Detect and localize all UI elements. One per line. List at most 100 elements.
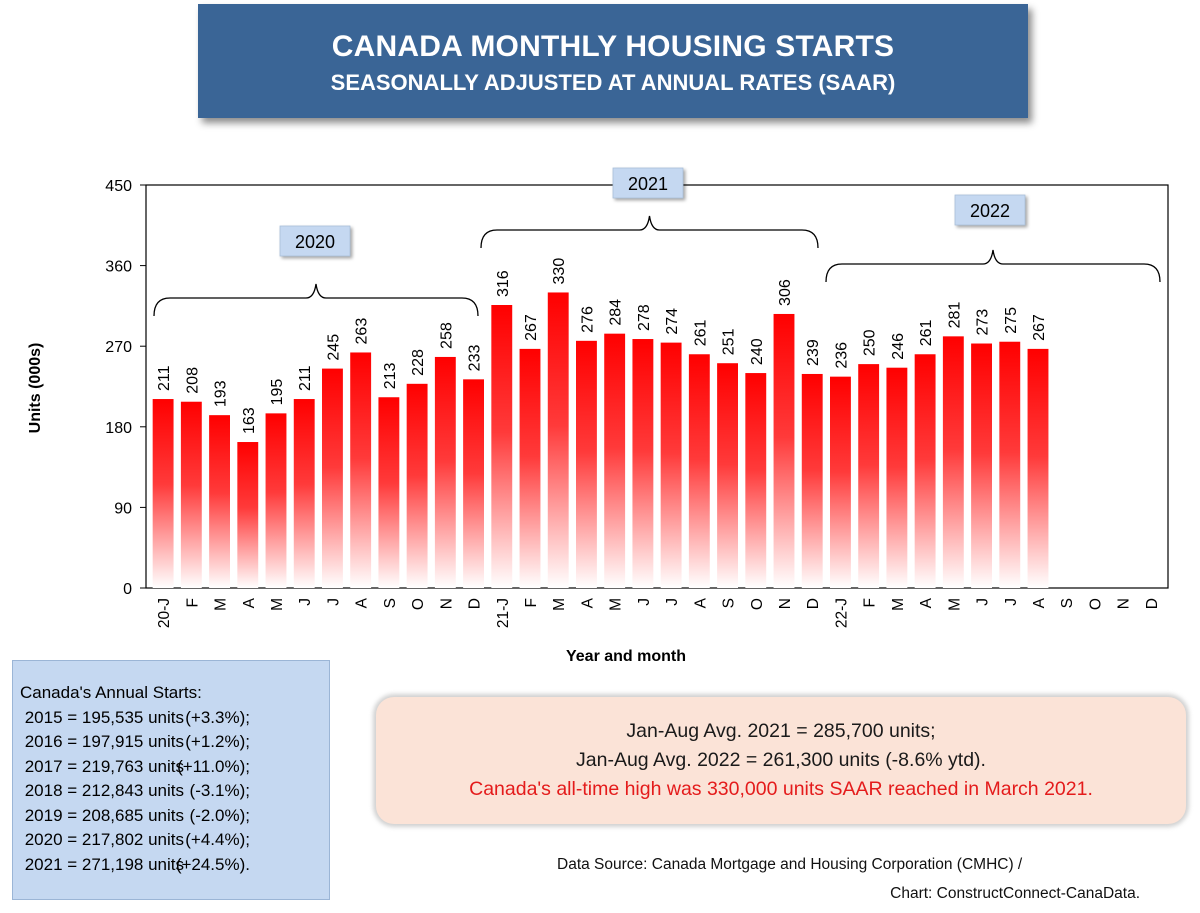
bar — [632, 339, 654, 588]
bar-value-label: 195 — [269, 379, 286, 406]
year-label-box — [279, 225, 351, 257]
bar — [406, 383, 428, 588]
annual-starts-value: 2020 = 217,802 units — [20, 830, 184, 849]
bar — [830, 376, 851, 588]
year-label: 2021 — [628, 174, 668, 194]
bar-value-label: 316 — [495, 270, 512, 297]
x-tick-label: J — [636, 598, 653, 606]
bar-value-label: 258 — [438, 322, 455, 349]
x-tick-label: F — [523, 598, 540, 607]
bar — [519, 348, 541, 588]
bar — [547, 292, 569, 588]
y-tick-label: 0 — [123, 581, 132, 598]
bar-value-label: 233 — [467, 345, 484, 372]
annual-starts-value: 2017 = 219,763 units — [20, 756, 184, 776]
y-tick-label: 270 — [105, 339, 132, 356]
annual-starts-value: 2016 = 197,915 units — [20, 732, 184, 751]
year-label-box — [612, 167, 684, 199]
year-brace — [825, 249, 1161, 283]
avg-2021-text: Jan-Aug Avg. 2021 = 285,700 units; — [626, 720, 936, 742]
annual-starts-list: 2015 = 195,535 units(+3.3%); 2016 = 197,… — [20, 706, 329, 878]
chart-subtitle: SEASONALLY ADJUSTED AT ANNUAL RATES (SAA… — [330, 70, 896, 95]
x-tick-label: J — [975, 598, 992, 606]
bar — [350, 352, 372, 588]
bar — [293, 399, 315, 588]
annual-starts-change: (+24.5%). — [175, 854, 250, 874]
annual-starts-row: 2015 = 195,535 units(+3.3%); — [20, 706, 329, 731]
x-tick-label: N — [438, 598, 455, 609]
bar-value-label: 273 — [975, 309, 992, 336]
x-tick-label: A — [692, 597, 709, 608]
x-tick-label: A — [241, 597, 258, 608]
title-banner: CANADA MONTHLY HOUSING STARTS SEASONALLY… — [198, 4, 1028, 118]
y-tick-label: 180 — [105, 420, 132, 437]
x-tick-label: M — [608, 598, 625, 611]
x-tick-label: D — [805, 598, 822, 609]
bar — [801, 373, 823, 588]
annual-starts-change: (-2.0%); — [189, 805, 250, 825]
year-label: 2022 — [970, 201, 1010, 221]
x-tick-label: F — [862, 598, 879, 607]
y-axis-label: Units (000s) — [27, 343, 44, 434]
bar — [688, 354, 710, 588]
x-tick-label: A — [918, 597, 935, 608]
annual-starts-change: (+3.3%); — [185, 707, 250, 727]
bar-value-label: 306 — [777, 279, 794, 306]
annual-starts-value: 2021 = 271,198 units — [20, 854, 184, 874]
annual-starts-change: (+11.0%); — [177, 756, 250, 776]
annual-starts-row: 2021 = 271,198 units(+24.5%). — [20, 853, 329, 878]
data-source: Data Source: Canada Mortgage and Housing… — [520, 850, 1140, 908]
x-tick-label: S — [1059, 598, 1076, 608]
bar — [604, 333, 626, 588]
annual-starts-value: 2019 = 208,685 units — [20, 805, 184, 825]
bar-value-label: 211 — [156, 365, 173, 391]
bar-value-label: 251 — [721, 328, 738, 355]
bar-value-label: 239 — [805, 339, 822, 366]
bar-series — [152, 292, 1049, 588]
x-axis-label: Year and month — [566, 648, 686, 665]
bar-value-label: 163 — [241, 407, 258, 434]
bar — [265, 413, 287, 588]
y-tick-label: 450 — [105, 178, 132, 195]
annual-starts-row: 2020 = 217,802 units(+4.4%); — [20, 828, 329, 853]
bar-value-label: 250 — [862, 329, 879, 356]
x-tick-label: M — [890, 598, 907, 611]
year-brace — [480, 215, 819, 249]
x-tick-label: O — [1087, 598, 1104, 610]
bar-value-label: 278 — [636, 304, 653, 331]
x-tick-label: D — [1144, 598, 1161, 609]
annual-starts-change: (-3.1%); — [189, 781, 250, 800]
x-tick-label: M — [269, 598, 286, 611]
avg-2022-text: Jan-Aug Avg. 2022 = 261,300 units (-8.6%… — [576, 749, 986, 771]
bar — [434, 356, 456, 588]
y-tick-label: 360 — [105, 259, 132, 276]
bar — [886, 367, 908, 588]
bar — [999, 341, 1021, 588]
x-tick-label: A — [579, 597, 596, 608]
bar — [773, 313, 795, 588]
x-tick-label: J — [325, 598, 342, 606]
averages-box: Jan-Aug Avg. 2021 = 285,700 units; Jan-A… — [376, 697, 1186, 824]
annual-starts-row: 2019 = 208,685 units (-2.0%); — [20, 804, 329, 829]
bar-value-label: 267 — [523, 314, 540, 341]
x-tick-label: J — [1003, 598, 1020, 606]
bar-value-label: 246 — [890, 333, 907, 360]
data-labels: 211 208 193 163 195 211 245 263 213 228 258 233 316 2… — [156, 258, 1048, 434]
bar — [209, 415, 230, 588]
x-tick-label: A — [1031, 597, 1048, 608]
bar-value-label: 267 — [1031, 314, 1048, 341]
annual-starts-box: Canada's Annual Starts: 2015 = 195,535 u… — [12, 660, 330, 900]
bar-value-label: 228 — [410, 349, 427, 376]
bar-value-label: 208 — [184, 367, 201, 394]
annual-starts-change: (+4.4%); — [185, 830, 250, 849]
x-tick-label: M — [213, 598, 230, 611]
annual-starts-title: Canada's Annual Starts: — [20, 683, 202, 702]
annual-starts-row: 2017 = 219,763 units(+11.0%); — [20, 755, 329, 780]
bar-value-label: 284 — [608, 299, 625, 326]
bar-value-label: 263 — [354, 318, 371, 345]
bar-value-label: 276 — [579, 306, 596, 333]
annual-starts-value: 2018 = 212,843 units — [20, 781, 184, 800]
x-tick-label: S — [721, 598, 738, 608]
bar — [463, 379, 484, 588]
